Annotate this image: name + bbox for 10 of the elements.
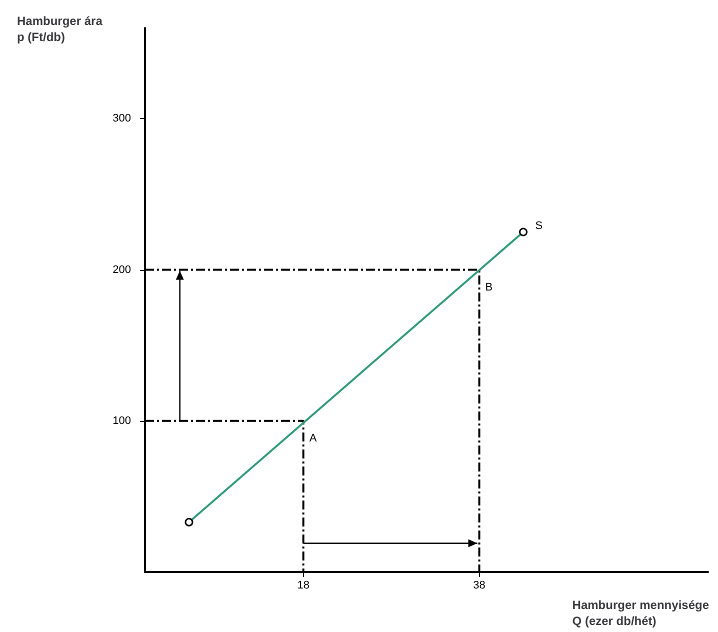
x-tick-label: 38 bbox=[473, 580, 486, 592]
series-label: S bbox=[535, 220, 543, 232]
annotation: A bbox=[309, 432, 318, 444]
x-axis-title: Hamburger mennyisége Q (ezer db/hét) bbox=[572, 598, 710, 628]
y-tick-label: 100 bbox=[112, 414, 131, 427]
y-tick-label: 300 bbox=[112, 112, 131, 125]
y-axis-title: Hamburger ára p (Ft/db) bbox=[17, 14, 103, 44]
annotation: B bbox=[485, 281, 493, 294]
x-tick-label: 18 bbox=[297, 580, 310, 592]
y-tick-label: 200 bbox=[112, 264, 131, 276]
